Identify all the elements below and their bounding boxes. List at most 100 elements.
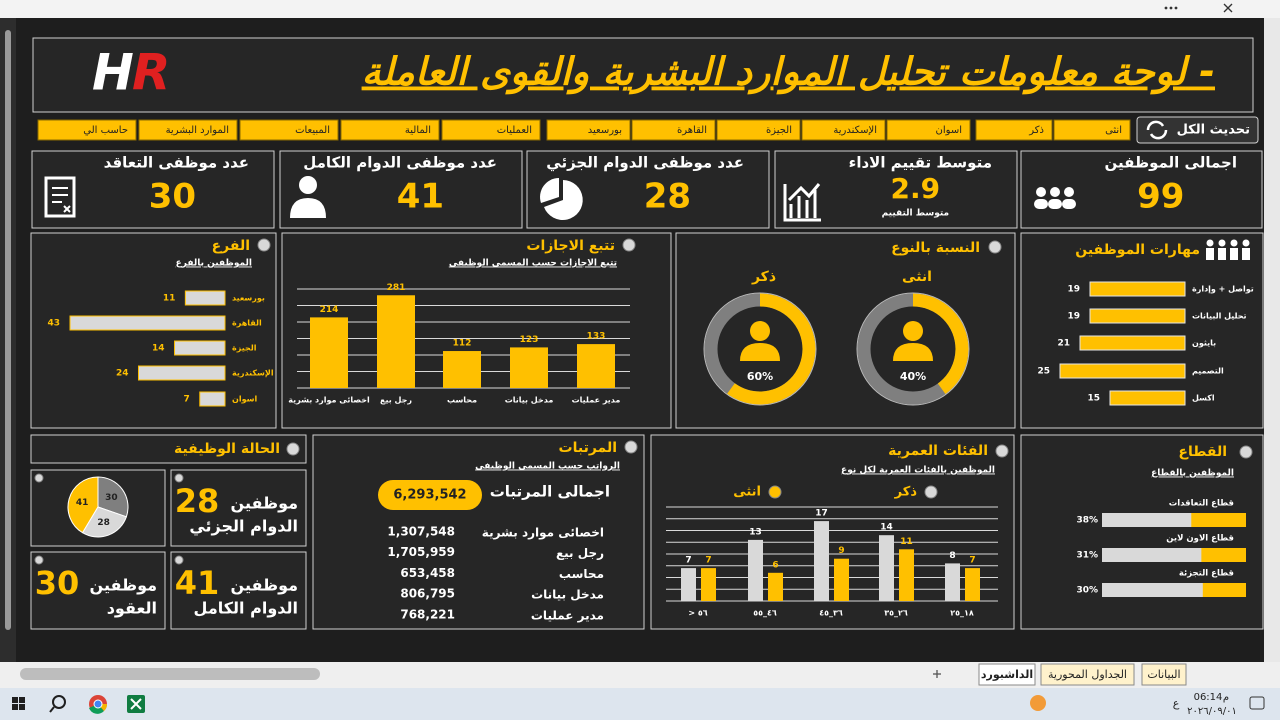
slicer-button[interactable] <box>886 119 971 141</box>
slicer-label[interactable]: حاسب الي <box>83 125 128 136</box>
slicer-button[interactable] <box>37 119 137 141</box>
slicer-button[interactable] <box>340 119 440 141</box>
kpi-value: 2.9 <box>891 172 941 205</box>
close-button[interactable] <box>1223 3 1233 13</box>
panel <box>1020 150 1263 229</box>
panel-subtitle: الرواتب حسب المسمى الوظيفى <box>475 462 620 472</box>
start-button[interactable] <box>12 697 25 710</box>
slicer-button[interactable] <box>975 119 1053 141</box>
radio-button[interactable] <box>624 440 638 454</box>
radio-button[interactable] <box>988 240 1002 254</box>
excel-icon[interactable] <box>127 695 145 713</box>
value-label: 21 <box>1057 339 1070 349</box>
horizontal-scrollbar[interactable] <box>20 668 320 680</box>
value-label: 19 <box>1067 285 1080 295</box>
slicer-label[interactable]: بورسعيد <box>588 125 622 136</box>
tray-icon[interactable] <box>1030 695 1046 711</box>
slicer-button[interactable] <box>716 119 801 141</box>
slicer-button[interactable] <box>546 119 631 141</box>
bar <box>1109 390 1186 406</box>
category-label: رجل بيع <box>380 396 412 405</box>
bar <box>443 351 481 388</box>
slicer-button[interactable] <box>138 119 238 141</box>
bar <box>1079 335 1186 351</box>
salary-role: مدير عمليات <box>531 608 604 622</box>
slicer-label[interactable]: العمليات <box>497 125 532 136</box>
salary-amount: 768,221 <box>400 607 455 621</box>
keyboard-language[interactable]: ع <box>1173 697 1180 710</box>
bar <box>748 539 763 601</box>
add-sheet[interactable] <box>933 670 941 678</box>
slicer-button[interactable] <box>441 119 541 141</box>
chrome-icon[interactable] <box>89 695 108 714</box>
slicer-button[interactable] <box>801 119 886 141</box>
slicer-label[interactable]: الإسكندرية <box>833 125 877 136</box>
radio-button[interactable] <box>174 555 184 565</box>
legend-marker <box>768 485 782 499</box>
slicer-label[interactable]: الموارد البشرية <box>166 125 229 136</box>
value-label: 25 <box>1037 367 1050 377</box>
sheet-tab-label[interactable]: البيانات <box>1147 668 1180 681</box>
value-label: 43 <box>47 319 60 329</box>
slicer-label[interactable]: القاهرة <box>677 125 707 136</box>
people-icon <box>1230 239 1238 247</box>
radio-button[interactable] <box>257 238 271 252</box>
value-label: 40% <box>900 370 926 383</box>
panel-title: الفئات العمرية <box>888 443 988 459</box>
value-label: 30 <box>105 493 118 503</box>
salary-role: اخصائى موارد بشرية <box>482 526 604 541</box>
kpi-label: اجمالى الموظفين <box>1105 154 1237 172</box>
icon <box>1034 199 1048 209</box>
clock-period: م <box>1223 692 1229 703</box>
slicer-label[interactable]: المبيعات <box>295 125 330 136</box>
sheet-tab-label[interactable]: الجداول المحورية <box>1048 668 1127 681</box>
slicer-button[interactable] <box>631 119 716 141</box>
category-label: > ٥٦ <box>688 609 707 618</box>
sheet-tab[interactable] <box>978 663 1036 686</box>
search-button[interactable] <box>49 695 66 713</box>
sheet-tab-label[interactable]: الداشبورد <box>981 668 1033 681</box>
radio-button[interactable] <box>1239 445 1253 459</box>
status-label: موظفين <box>90 576 157 595</box>
slicer-label[interactable]: اسوان <box>936 125 962 136</box>
kpi-value: 99 <box>1137 177 1184 217</box>
total-label: اجمالى المرتبات <box>490 483 610 501</box>
category-label: تواصل + وإدارة <box>1192 285 1254 294</box>
radio-button[interactable] <box>174 473 184 483</box>
scroll-thumb[interactable] <box>5 30 11 630</box>
notification-button[interactable] <box>1249 696 1265 710</box>
radio-button[interactable] <box>995 444 1009 458</box>
slicer-button[interactable] <box>1053 119 1131 141</box>
radio-button[interactable] <box>286 442 300 456</box>
radio-button[interactable] <box>34 555 44 565</box>
slicer-button[interactable] <box>239 119 339 141</box>
total-pill <box>378 480 482 510</box>
category-label: قطاع التعاقدات <box>1169 499 1234 509</box>
sheet-tab[interactable] <box>1141 663 1187 686</box>
refresh-label[interactable]: تحديث الكل <box>1177 123 1250 138</box>
panel-title: المرتبات <box>559 440 617 456</box>
radio-button[interactable] <box>622 238 636 252</box>
bar <box>768 572 783 601</box>
icon <box>299 176 317 194</box>
value-label: 38% <box>1076 516 1098 526</box>
category-label: ٤٦_٥٥ <box>753 609 777 618</box>
slicer-label[interactable]: الجيزة <box>766 125 792 136</box>
radio-button[interactable] <box>34 473 44 483</box>
bar <box>510 347 548 388</box>
menu-dots[interactable] <box>1164 6 1178 10</box>
slicer-label[interactable]: ذكر <box>1028 125 1044 136</box>
value-label: 11 <box>900 537 913 547</box>
value-label: 7 <box>685 556 691 566</box>
kpi-label: متوسط تقييم الاداء <box>849 154 992 172</box>
sheet-tab[interactable] <box>1040 663 1135 686</box>
status-value: 28 <box>175 482 220 520</box>
kpi-label: عدد موظفى الدوام الجزئي <box>546 154 744 172</box>
slicer-label[interactable]: المالية <box>405 125 431 136</box>
value-label: 7 <box>184 395 190 405</box>
refresh-button[interactable] <box>1136 116 1259 144</box>
slicer-label[interactable]: انثى <box>1105 125 1122 136</box>
people-icon <box>1218 239 1226 247</box>
bar <box>69 315 226 331</box>
